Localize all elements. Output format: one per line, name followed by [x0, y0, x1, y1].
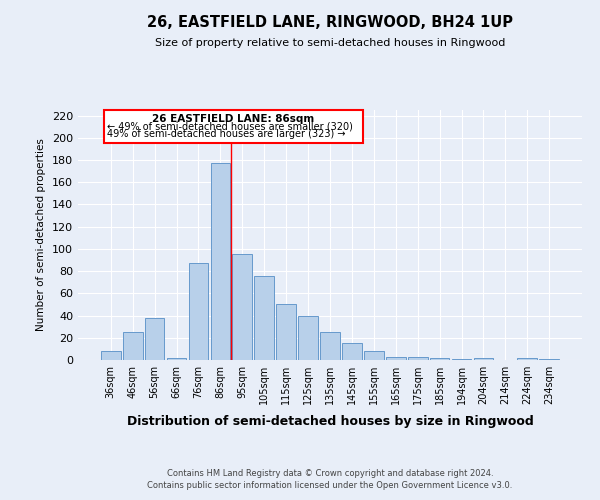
Bar [123, 332, 143, 360]
Bar [232, 254, 252, 360]
Bar [167, 358, 187, 360]
Bar [276, 304, 296, 360]
Bar [386, 356, 406, 360]
Bar [101, 351, 121, 360]
Bar [430, 358, 449, 360]
Bar [254, 276, 274, 360]
Bar [211, 164, 230, 360]
Text: 49% of semi-detached houses are larger (323) →: 49% of semi-detached houses are larger (… [107, 129, 346, 139]
Text: Size of property relative to semi-detached houses in Ringwood: Size of property relative to semi-detach… [155, 38, 505, 48]
Bar [364, 351, 384, 360]
Text: 26, EASTFIELD LANE, RINGWOOD, BH24 1UP: 26, EASTFIELD LANE, RINGWOOD, BH24 1UP [147, 15, 513, 30]
Text: ← 49% of semi-detached houses are smaller (320): ← 49% of semi-detached houses are smalle… [107, 121, 353, 131]
Bar [320, 332, 340, 360]
Text: Contains HM Land Registry data © Crown copyright and database right 2024.: Contains HM Land Registry data © Crown c… [167, 468, 493, 477]
Bar [298, 316, 318, 360]
Bar [517, 358, 537, 360]
Bar [473, 358, 493, 360]
Y-axis label: Number of semi-detached properties: Number of semi-detached properties [37, 138, 46, 332]
Bar [452, 359, 472, 360]
Bar [342, 344, 362, 360]
Bar [408, 356, 428, 360]
FancyBboxPatch shape [104, 110, 363, 144]
Text: Contains public sector information licensed under the Open Government Licence v3: Contains public sector information licen… [148, 481, 512, 490]
Text: 26 EASTFIELD LANE: 86sqm: 26 EASTFIELD LANE: 86sqm [152, 114, 314, 124]
X-axis label: Distribution of semi-detached houses by size in Ringwood: Distribution of semi-detached houses by … [127, 416, 533, 428]
Bar [539, 359, 559, 360]
Bar [145, 318, 164, 360]
Bar [188, 264, 208, 360]
